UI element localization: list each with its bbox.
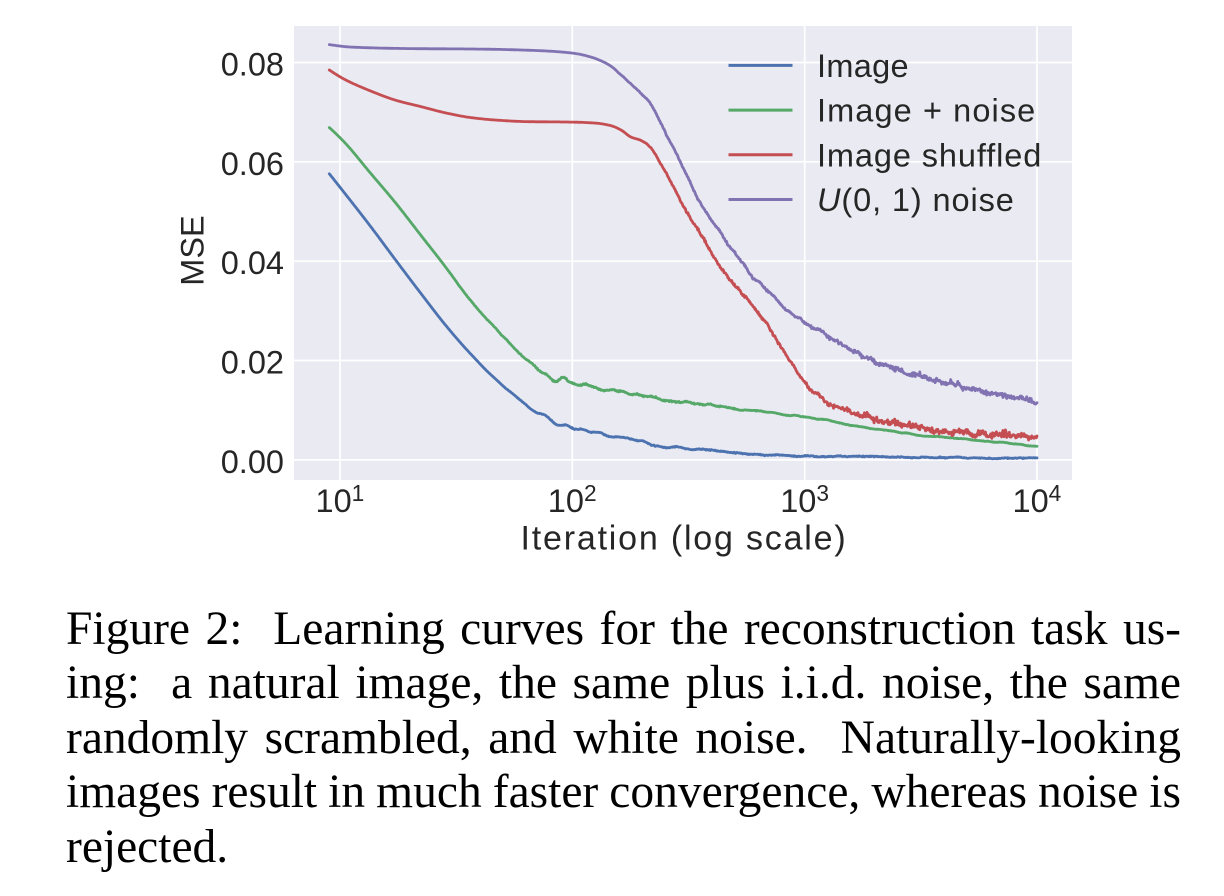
svg-text:Iteration (log scale): Iteration (log scale) — [521, 520, 848, 558]
svg-text:0.06: 0.06 — [221, 146, 284, 182]
svg-text:103: 103 — [780, 480, 829, 519]
svg-text:101: 101 — [316, 480, 365, 519]
svg-text:102: 102 — [548, 480, 597, 519]
svg-text:0.04: 0.04 — [221, 245, 284, 281]
svg-text:0.08: 0.08 — [221, 47, 284, 83]
svg-text:104: 104 — [1013, 480, 1062, 519]
svg-text:U(0, 1) noise: U(0, 1) noise — [817, 182, 1015, 218]
svg-text:0.02: 0.02 — [221, 345, 284, 381]
svg-text:Image + noise: Image + noise — [817, 93, 1036, 129]
svg-text:0.00: 0.00 — [221, 444, 284, 480]
svg-text:MSE: MSE — [175, 215, 211, 285]
svg-text:Image: Image — [817, 48, 909, 84]
svg-text:Image shuffled: Image shuffled — [817, 137, 1042, 173]
